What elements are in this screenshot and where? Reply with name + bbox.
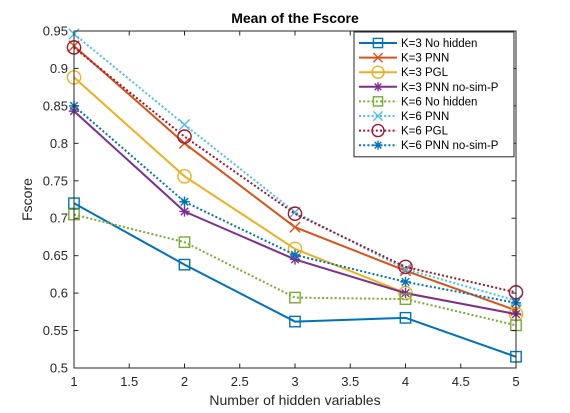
- y-tick-label: 0.95: [43, 24, 68, 39]
- data-point: [179, 206, 189, 216]
- legend-label: K=3 PGL: [401, 67, 449, 79]
- data-point: [400, 288, 410, 298]
- x-tick-label: 5: [512, 374, 519, 389]
- x-tick-label: 3.5: [341, 374, 359, 389]
- legend-box: [354, 32, 514, 157]
- data-point: [290, 250, 300, 260]
- y-tick-label: 0.8: [50, 136, 68, 151]
- x-tick-label: 2: [181, 374, 188, 389]
- legend-label: K=3 No hidden: [401, 38, 477, 50]
- y-tick-label: 0.6: [50, 286, 68, 301]
- y-tick-label: 0.55: [43, 323, 68, 338]
- legend-label: K=6 PGL: [401, 126, 449, 138]
- y-tick-label: 0.75: [43, 173, 68, 188]
- y-tick-label: 0.5: [50, 361, 68, 376]
- y-axis-label: Fscore: [19, 178, 35, 221]
- legend-label: K=6 No hidden: [401, 96, 477, 108]
- x-tick-label: 3: [291, 374, 298, 389]
- y-tick-label: 0.85: [43, 98, 68, 113]
- legend-label: K=6 PNN no-sim-P: [401, 140, 499, 152]
- legend-label: K=6 PNN: [401, 111, 449, 123]
- y-tick-label: 0.65: [43, 248, 68, 263]
- data-point: [400, 277, 410, 287]
- x-tick-label: 2.5: [231, 374, 249, 389]
- y-tick-label: 0.9: [50, 61, 68, 76]
- x-tick-label: 1: [70, 374, 77, 389]
- legend: K=3 No hidden K=3 PNN K=3 PGL K=3 PNN no-si…: [354, 32, 514, 157]
- y-tick-label: 0.7: [50, 211, 68, 226]
- legend-label: K=3 PNN: [401, 53, 449, 65]
- chart-title: Mean of the Fscore: [231, 10, 359, 26]
- data-point: [179, 197, 189, 207]
- legend-label: K=3 PNN no-sim-P: [401, 82, 499, 94]
- x-tick-label: 1.5: [120, 374, 138, 389]
- x-tick-label: 4.5: [452, 374, 470, 389]
- legend-marker: [373, 141, 382, 150]
- x-axis-label: Number of hidden variables: [209, 392, 380, 408]
- legend-marker: [373, 82, 382, 91]
- x-tick-label: 4: [402, 374, 409, 389]
